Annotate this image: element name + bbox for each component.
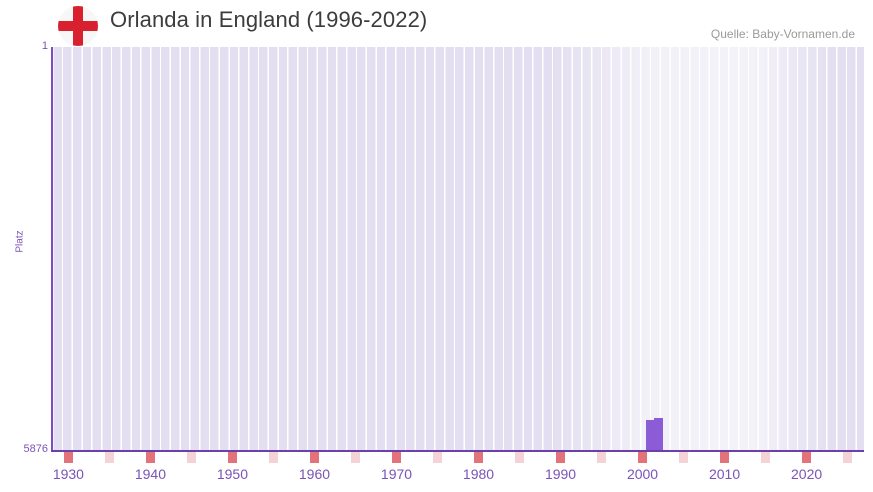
- x-axis-tick-2020: [802, 452, 812, 463]
- england-flag-icon: [58, 6, 98, 46]
- x-axis-tick-labels: 1930 1940 1950 1960 1970 1980 1990 2000 2010 2020: [0, 466, 873, 488]
- x-axis-line: [51, 450, 864, 452]
- x-axis-tick-1990: [556, 452, 566, 463]
- x-axis-label-1990: 1990: [544, 466, 577, 482]
- x-axis-tick-1945: [186, 452, 196, 463]
- x-axis-tick-marks: [52, 452, 864, 463]
- x-axis-tick-1995: [597, 452, 607, 463]
- x-axis-tick-2000: [638, 452, 648, 463]
- x-axis-tick-1940: [145, 452, 155, 463]
- x-axis-label-2010: 2010: [708, 466, 741, 482]
- bar-2001: [646, 420, 656, 450]
- x-axis-label-2000: 2000: [626, 466, 659, 482]
- x-axis-tick-1930: [63, 452, 73, 463]
- x-axis-tick-1955: [268, 452, 278, 463]
- bar-2002: [654, 418, 664, 450]
- x-axis-label-1950: 1950: [216, 466, 249, 482]
- x-axis-label-1970: 1970: [380, 466, 413, 482]
- flag-cross-vertical: [73, 6, 83, 46]
- x-axis-tick-1935: [104, 452, 114, 463]
- x-axis-label-1980: 1980: [462, 466, 495, 482]
- source-attribution: Quelle: Baby-Vornamen.de: [710, 27, 855, 41]
- x-axis-tick-1960: [309, 452, 319, 463]
- x-axis-tick-1985: [515, 452, 524, 463]
- x-axis-tick-1980: [474, 452, 483, 463]
- x-axis-tick-2015: [761, 452, 771, 463]
- y-axis-tick-label-top: 1: [41, 40, 48, 52]
- x-axis-tick-1975: [432, 452, 442, 463]
- plot-area: [52, 47, 864, 450]
- x-axis-label-2020: 2020: [791, 466, 823, 482]
- y-axis-line: [51, 47, 53, 450]
- x-axis-label-1930: 1930: [52, 466, 84, 482]
- chart-header: Orlanda in England (1996-2022) Quelle: B…: [0, 0, 873, 47]
- x-axis-tick-2005: [679, 452, 689, 463]
- y-axis-title: Platz: [14, 230, 26, 253]
- x-axis-label-1940: 1940: [134, 466, 166, 482]
- y-axis-tick-label-bottom: 5876: [23, 443, 48, 455]
- x-axis-tick-1970: [391, 452, 401, 463]
- x-axis-tick-1965: [350, 452, 360, 463]
- page-title: Orlanda in England (1996-2022): [110, 7, 428, 32]
- x-axis-label-1960: 1960: [298, 466, 331, 482]
- x-axis-tick-2010: [720, 452, 730, 463]
- x-axis-tick-2025: [843, 452, 853, 463]
- x-axis-tick-1950: [227, 452, 237, 463]
